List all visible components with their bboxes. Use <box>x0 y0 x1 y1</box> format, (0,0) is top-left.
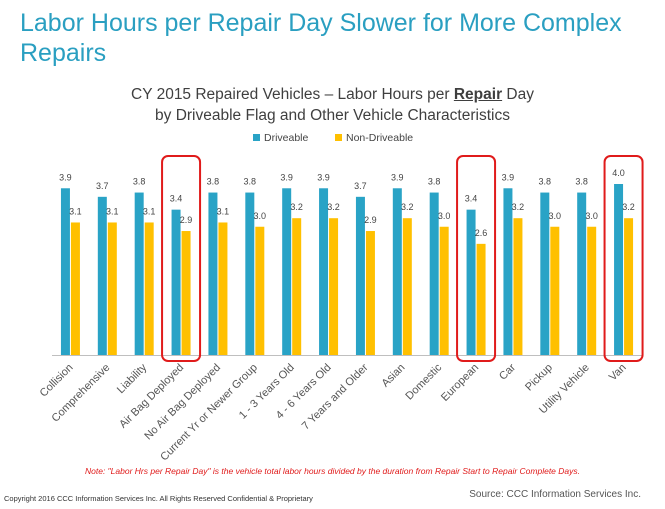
bar-driveable <box>60 188 70 355</box>
bar-driveable <box>355 196 365 355</box>
value-label-non-driveable: 3.2 <box>622 202 635 212</box>
x-tick-label: Collision <box>38 362 76 400</box>
value-label-non-driveable: 3.2 <box>290 202 303 212</box>
bar-non-driveable <box>255 226 265 355</box>
value-label-driveable: 3.4 <box>465 194 478 204</box>
bar-driveable <box>134 192 144 355</box>
value-label-driveable: 3.9 <box>317 172 330 182</box>
bar-non-driveable <box>587 226 597 355</box>
bar-driveable <box>540 192 550 355</box>
value-label-driveable: 3.8 <box>539 177 552 187</box>
chart-title: CY 2015 Repaired Vehicles – Labor Hours … <box>0 84 665 126</box>
bar-driveable <box>577 192 587 355</box>
value-label-non-driveable: 2.9 <box>180 215 193 225</box>
bar-non-driveable <box>218 222 228 355</box>
value-label-driveable: 3.8 <box>244 177 257 187</box>
value-label-non-driveable: 3.0 <box>438 211 451 221</box>
value-label-non-driveable: 3.1 <box>217 206 230 216</box>
x-tick-label: Air Bag Deployed <box>117 362 186 431</box>
value-label-non-driveable: 3.2 <box>401 202 414 212</box>
value-label-non-driveable: 3.1 <box>106 206 119 216</box>
value-label-driveable: 3.8 <box>207 177 220 187</box>
bar-non-driveable <box>476 243 486 355</box>
value-label-driveable: 3.9 <box>280 172 293 182</box>
bar-non-driveable <box>550 226 560 355</box>
value-label-driveable: 3.9 <box>59 172 72 182</box>
bar-driveable <box>466 209 476 355</box>
value-label-non-driveable: 3.2 <box>327 202 340 212</box>
copyright: Copyright 2016 CCC Information Services … <box>4 494 313 503</box>
bar-driveable <box>171 209 181 355</box>
x-tick-label: Car <box>497 361 518 382</box>
source-label: Source: CCC Information Services Inc. <box>469 489 641 500</box>
bar-non-driveable <box>144 222 154 355</box>
legend-label-driveable: Driveable <box>264 132 309 144</box>
bar-non-driveable <box>365 231 375 355</box>
value-label-driveable: 3.7 <box>354 181 367 191</box>
chart-title-suffix: Day <box>502 86 534 103</box>
x-tick-label: Liability <box>115 361 150 396</box>
value-label-driveable: 4.0 <box>612 168 625 178</box>
value-label-non-driveable: 2.9 <box>364 215 377 225</box>
bar-non-driveable <box>513 218 523 355</box>
x-tick-label: Domestic <box>403 361 444 402</box>
legend-swatch-driveable <box>253 134 260 141</box>
value-label-non-driveable: 3.2 <box>512 202 525 212</box>
bar-non-driveable <box>329 218 339 355</box>
highlight-box <box>161 155 202 362</box>
chart-title-emphasis: Repair <box>453 86 503 103</box>
value-label-non-driveable: 3.0 <box>254 211 267 221</box>
chart-title-prefix: CY 2015 Repaired Vehicles – Labor Hours … <box>131 86 454 103</box>
bar-non-driveable <box>181 231 191 355</box>
value-label-non-driveable: 3.0 <box>549 211 562 221</box>
bar-non-driveable <box>402 218 412 355</box>
value-label-non-driveable: 3.1 <box>143 206 156 216</box>
bar-driveable <box>97 196 107 355</box>
bar-non-driveable <box>292 218 302 355</box>
bar-driveable <box>208 192 218 355</box>
value-label-driveable: 3.4 <box>170 194 183 204</box>
value-label-driveable: 3.9 <box>502 172 515 182</box>
x-tick-label: Asian <box>379 362 407 390</box>
bar-driveable <box>614 184 624 355</box>
highlight-box <box>603 155 644 362</box>
value-label-non-driveable: 3.0 <box>585 211 598 221</box>
x-tick-label: Van <box>607 362 629 384</box>
footnote: Note: "Labor Hrs per Repair Day" is the … <box>84 466 581 476</box>
value-label-non-driveable: 3.1 <box>69 206 82 216</box>
bar-driveable <box>282 188 292 355</box>
x-tick-label: European <box>439 362 481 404</box>
legend-swatch-non-driveable <box>335 134 342 141</box>
value-label-driveable: 3.8 <box>428 177 441 187</box>
value-label-driveable: 3.9 <box>391 172 404 182</box>
bar-non-driveable <box>107 222 117 355</box>
chart-title-line2: by Driveable Flag and Other Vehicle Char… <box>155 107 510 124</box>
legend-label-non-driveable: Non-Driveable <box>346 132 413 144</box>
bar-non-driveable <box>439 226 449 355</box>
bar-non-driveable <box>624 218 634 355</box>
bar-driveable <box>245 192 255 355</box>
x-tick-label: Pickup <box>523 362 555 394</box>
bar-non-driveable <box>70 222 80 355</box>
value-label-driveable: 3.7 <box>96 181 109 191</box>
chart-title-line1: CY 2015 Repaired Vehicles – Labor Hours … <box>0 84 665 105</box>
x-tick-label: 7 Years and Older <box>300 361 371 432</box>
value-label-driveable: 3.8 <box>133 177 146 187</box>
value-label-driveable: 3.8 <box>575 177 588 187</box>
highlight-box <box>456 155 497 362</box>
bar-driveable <box>429 192 439 355</box>
value-label-non-driveable: 2.6 <box>475 228 488 238</box>
bar-driveable <box>319 188 329 355</box>
bar-driveable <box>392 188 402 355</box>
bar-driveable <box>503 188 513 355</box>
slide-title: Labor Hours per Repair Day Slower for Mo… <box>20 9 622 67</box>
